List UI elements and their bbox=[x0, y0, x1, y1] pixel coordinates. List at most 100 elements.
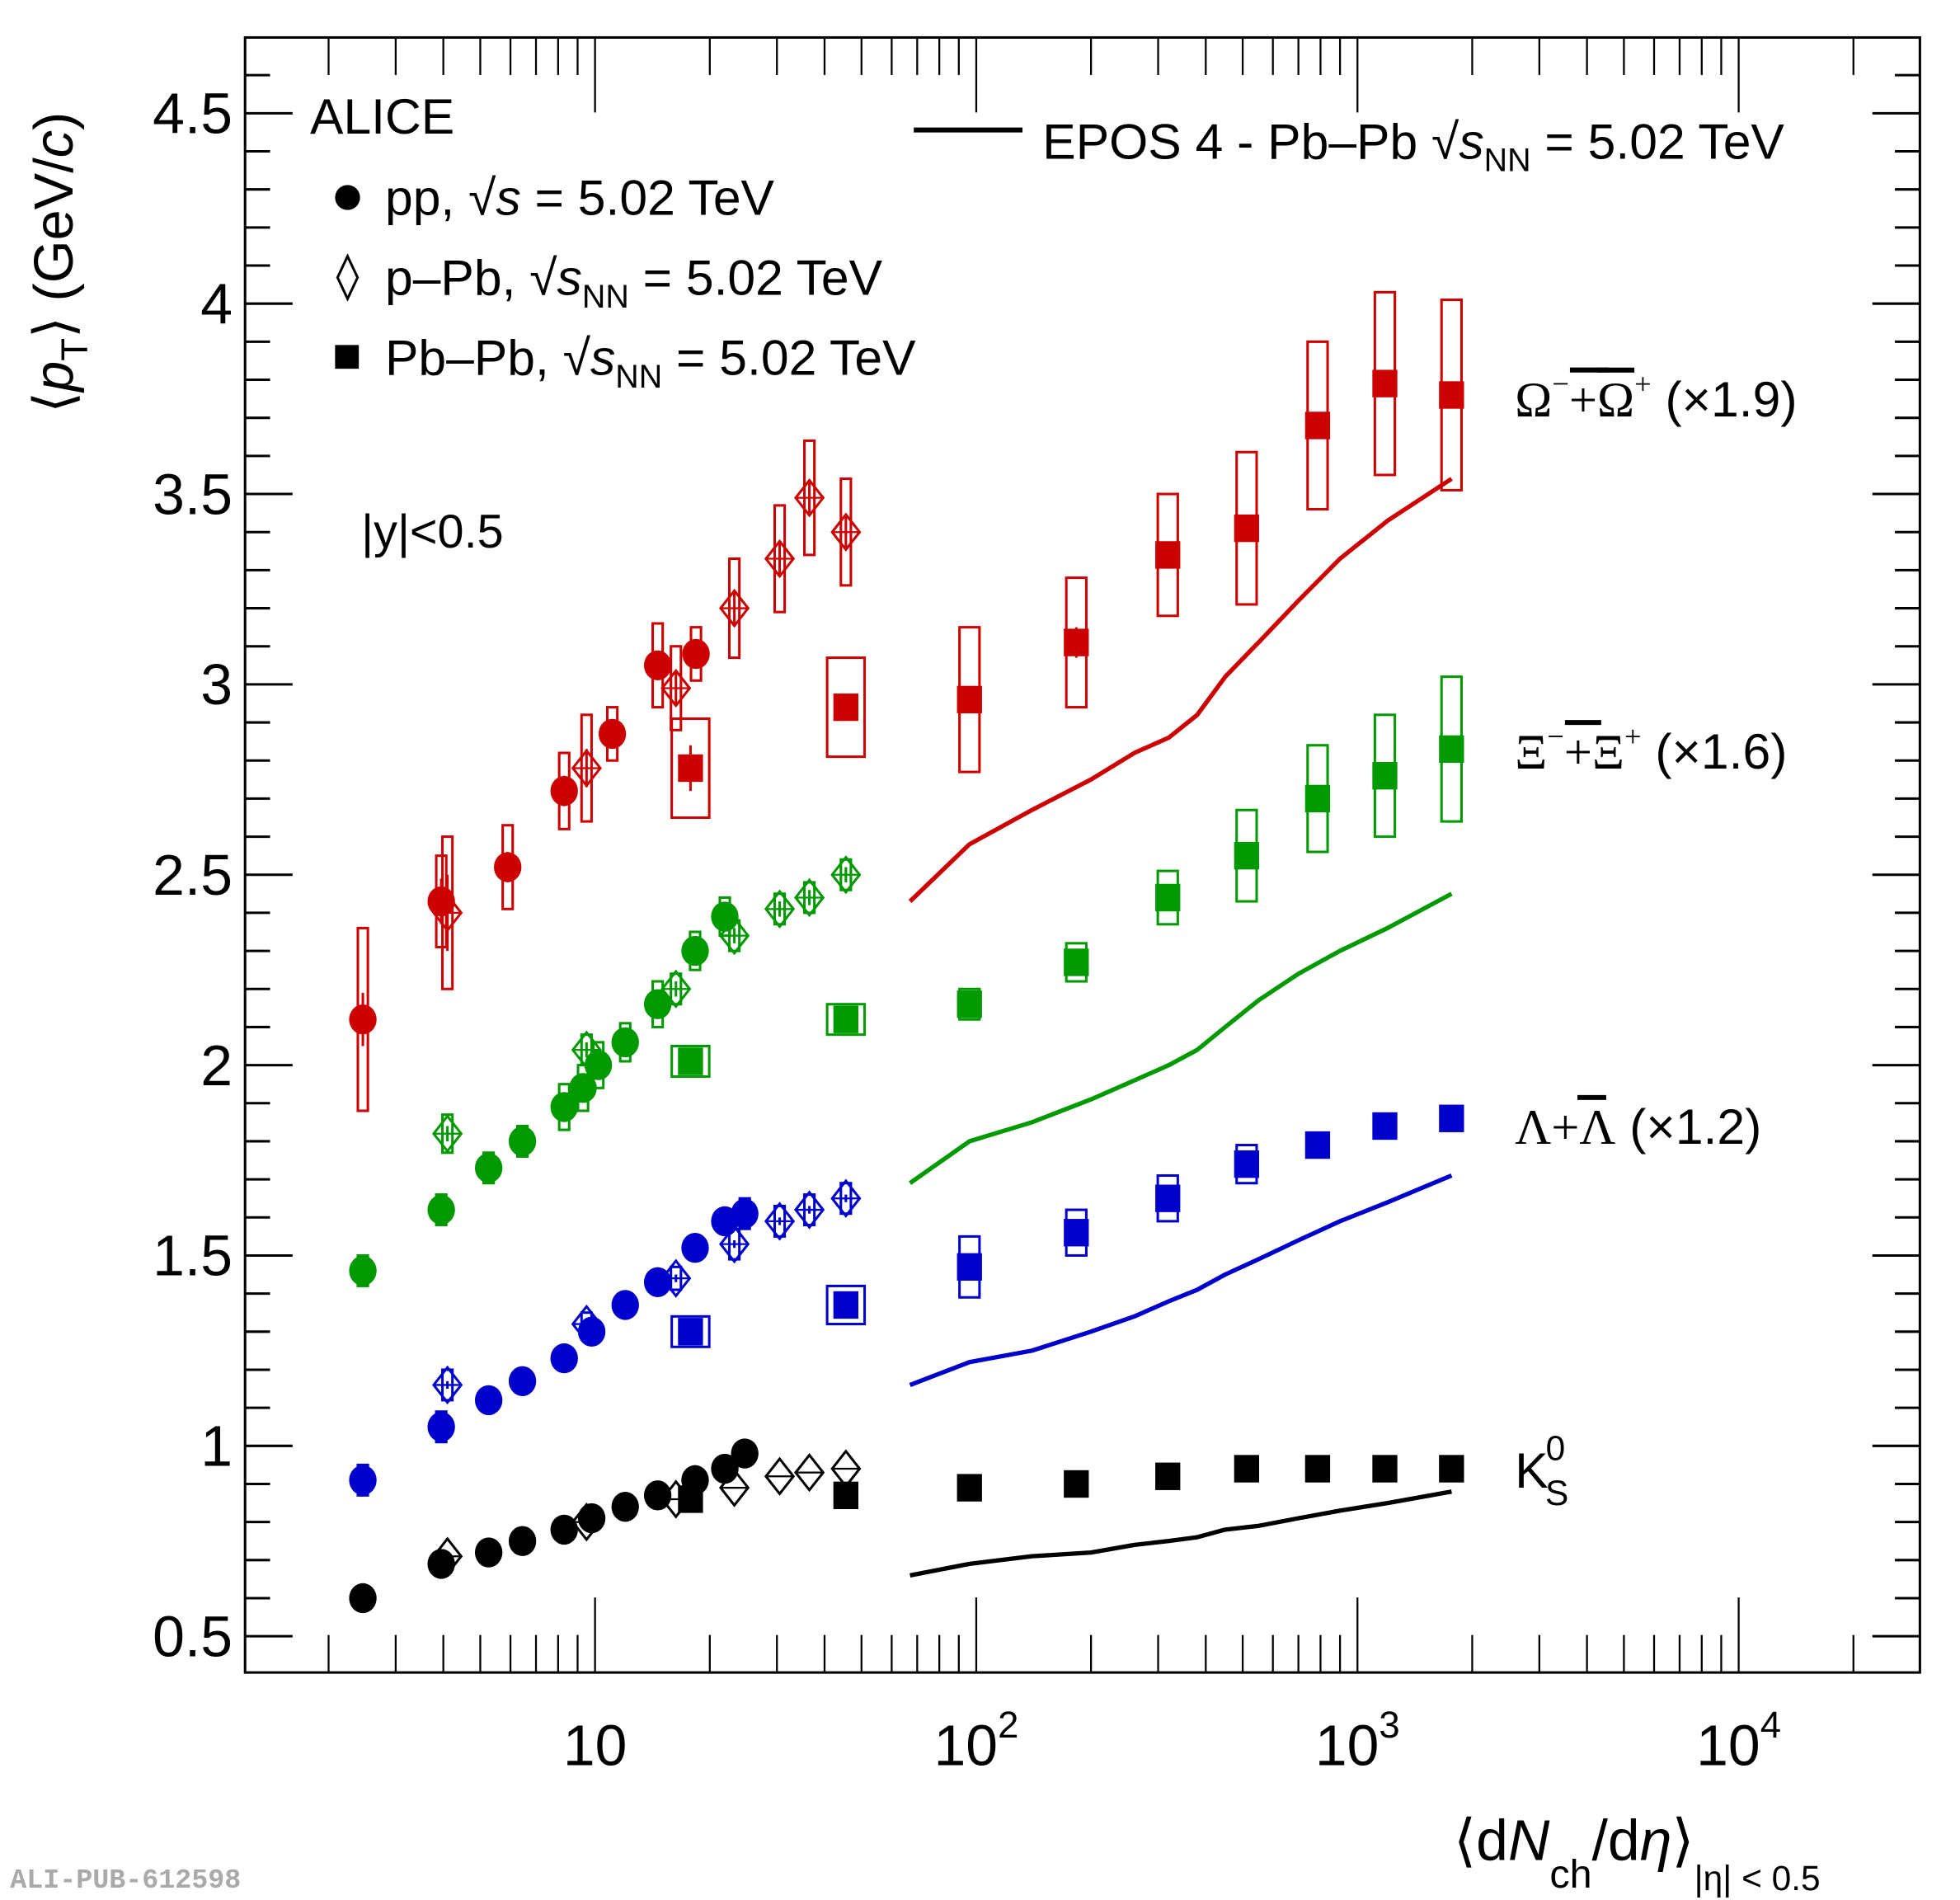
y-axis-c: c bbox=[24, 130, 85, 158]
data-point bbox=[956, 1235, 982, 1299]
y-tick-label: 1 bbox=[200, 1414, 233, 1479]
legend-pp-main: pp, bbox=[385, 170, 468, 226]
legend-pbpb-sqrt: √ bbox=[563, 330, 591, 386]
data-point bbox=[1439, 1455, 1464, 1483]
marker-open-diamond bbox=[660, 1258, 692, 1298]
data-point bbox=[764, 1202, 796, 1241]
data-point bbox=[1304, 340, 1331, 511]
legend-epos-sub: NN bbox=[1484, 143, 1531, 179]
sys-error-box bbox=[825, 656, 867, 759]
xi-scale: (×1.6) bbox=[1641, 723, 1787, 779]
data-point bbox=[611, 1022, 639, 1063]
legend-epos-sqrt: √ bbox=[1431, 114, 1459, 170]
data-point bbox=[432, 1536, 463, 1576]
data-point bbox=[508, 1124, 537, 1158]
xi-plus: + bbox=[1564, 725, 1592, 780]
xi-b: Ξ bbox=[1592, 725, 1624, 780]
marker-square bbox=[1064, 1219, 1089, 1247]
marker-square bbox=[1234, 1150, 1260, 1178]
y-axis-end: ) bbox=[24, 112, 85, 130]
marker-open-diamond bbox=[719, 1224, 750, 1264]
y-axis-sub-T: T bbox=[54, 338, 96, 361]
y-tick-label: 4 bbox=[200, 271, 233, 336]
data-point bbox=[719, 915, 750, 956]
marker-square bbox=[1372, 369, 1398, 397]
marker-circle bbox=[611, 1027, 639, 1058]
marker-circle bbox=[550, 775, 578, 807]
data-point bbox=[550, 1514, 578, 1545]
marker-circle bbox=[508, 1366, 537, 1397]
legend-pp-rest: = 5.02 TeV bbox=[521, 170, 775, 226]
omega-scale: (×1.9) bbox=[1652, 371, 1798, 427]
data-point bbox=[571, 1502, 602, 1542]
data-point bbox=[508, 1526, 537, 1556]
svg-text:⟨pT⟩ (GeV/c): ⟨pT⟩ (GeV/c) bbox=[24, 112, 96, 413]
xi-a: Ξ bbox=[1515, 725, 1547, 780]
marker-square bbox=[1304, 1131, 1331, 1159]
marker-open-diamond bbox=[660, 668, 692, 708]
data-point bbox=[719, 1468, 750, 1507]
y-axis-open: ⟨ bbox=[24, 392, 85, 413]
data-point bbox=[670, 717, 711, 820]
data-point bbox=[1064, 1470, 1089, 1498]
legend-marker-open-diamond-icon bbox=[336, 253, 360, 302]
marker-circle bbox=[427, 1549, 455, 1579]
data-point bbox=[571, 713, 602, 823]
data-point bbox=[682, 626, 710, 682]
data-point bbox=[793, 877, 825, 918]
data-point bbox=[670, 1314, 711, 1348]
model-curve-k0s bbox=[909, 1489, 1452, 1578]
data-point bbox=[550, 1083, 578, 1131]
legend-epos-rest: = 5.02 TeV bbox=[1531, 114, 1785, 170]
marker-open-diamond bbox=[719, 915, 750, 956]
data-point bbox=[611, 1290, 639, 1320]
data-point bbox=[1304, 744, 1331, 854]
series-k0s-pb-pb bbox=[678, 1455, 1464, 1513]
legend-ppb-rest: = 5.02 TeV bbox=[629, 250, 883, 306]
y-tick-label: 2 bbox=[200, 1033, 233, 1098]
axis-ticks bbox=[245, 37, 1920, 1673]
x-axis-d1: ⟨d bbox=[1454, 1808, 1508, 1872]
marker-square bbox=[956, 685, 982, 714]
marker-square bbox=[678, 1318, 703, 1346]
marker-open-diamond bbox=[793, 1452, 825, 1493]
x-axis-d2: /d bbox=[1592, 1808, 1640, 1872]
data-point bbox=[1064, 1208, 1089, 1257]
omega-a: Ω bbox=[1515, 373, 1552, 428]
marker-open-diamond bbox=[432, 893, 463, 933]
x-tick-exponent: 4 bbox=[1760, 1704, 1781, 1746]
marker-circle bbox=[577, 1503, 606, 1534]
sys-error-box bbox=[670, 1045, 711, 1078]
series-lambda-pb-pb bbox=[670, 1104, 1464, 1348]
sys-error-box bbox=[670, 717, 711, 820]
data-point bbox=[474, 1537, 503, 1568]
marker-square bbox=[1064, 1470, 1089, 1498]
marker-circle bbox=[349, 1255, 377, 1286]
data-point bbox=[508, 1366, 537, 1397]
model-curves bbox=[908, 477, 1453, 1578]
data-point bbox=[1155, 1173, 1181, 1223]
data-point bbox=[660, 1258, 692, 1298]
marker-open-diamond bbox=[793, 1190, 825, 1230]
data-point bbox=[1372, 1112, 1398, 1140]
data-point bbox=[598, 706, 627, 762]
legend-pbpb-sub: NN bbox=[615, 359, 662, 395]
marker-circle bbox=[508, 1526, 537, 1556]
legend-entry-ppb: p–Pb, √sNN = 5.02 TeV bbox=[336, 250, 883, 315]
series-omega-pb-pb bbox=[670, 290, 1464, 820]
marker-circle bbox=[569, 1073, 597, 1103]
data-point bbox=[1304, 1131, 1331, 1159]
species-label-lambda: Λ+Λ (×1.2) bbox=[1515, 1098, 1761, 1155]
sys-error-box bbox=[825, 1003, 867, 1037]
x-axis-sub-ch: ch bbox=[1549, 1852, 1591, 1897]
marker-square bbox=[833, 1005, 859, 1033]
series-xi-pp bbox=[349, 896, 739, 1287]
legend-pp-sqrt: √ bbox=[468, 170, 496, 226]
data-point bbox=[956, 626, 982, 774]
data-point bbox=[1372, 713, 1398, 839]
data-point bbox=[432, 835, 463, 990]
x-tick-label: 103 bbox=[1315, 1704, 1400, 1777]
xi-sup-a: − bbox=[1547, 720, 1564, 753]
y-tick-label: 2.5 bbox=[153, 843, 233, 907]
legend-entry-pbpb: Pb–Pb, √sNN = 5.02 TeV bbox=[335, 330, 916, 395]
